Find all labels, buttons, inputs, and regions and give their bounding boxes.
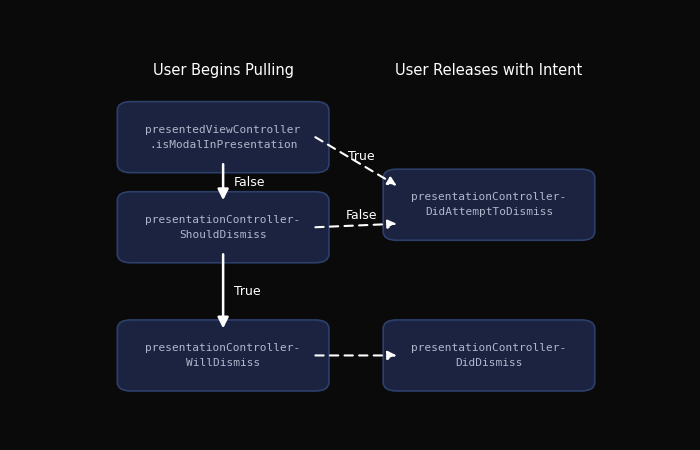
Text: presentationController-
DidDismiss: presentationController- DidDismiss [412, 343, 566, 368]
Text: presentationController-
ShouldDismiss: presentationController- ShouldDismiss [146, 215, 301, 240]
Text: False: False [234, 176, 265, 189]
Text: True: True [348, 150, 374, 163]
Text: User Begins Pulling: User Begins Pulling [153, 63, 293, 78]
Text: presentationController-
WillDismiss: presentationController- WillDismiss [146, 343, 301, 368]
FancyBboxPatch shape [383, 320, 595, 391]
Text: False: False [346, 209, 377, 221]
Text: True: True [234, 285, 260, 298]
FancyBboxPatch shape [383, 169, 595, 240]
Text: presentedViewController
.isModalInPresentation: presentedViewController .isModalInPresen… [146, 125, 301, 149]
FancyBboxPatch shape [118, 102, 329, 173]
Text: presentationController-
DidAttemptToDismiss: presentationController- DidAttemptToDism… [412, 192, 566, 217]
FancyBboxPatch shape [118, 320, 329, 391]
FancyBboxPatch shape [118, 192, 329, 263]
Text: User Releases with Intent: User Releases with Intent [395, 63, 582, 78]
